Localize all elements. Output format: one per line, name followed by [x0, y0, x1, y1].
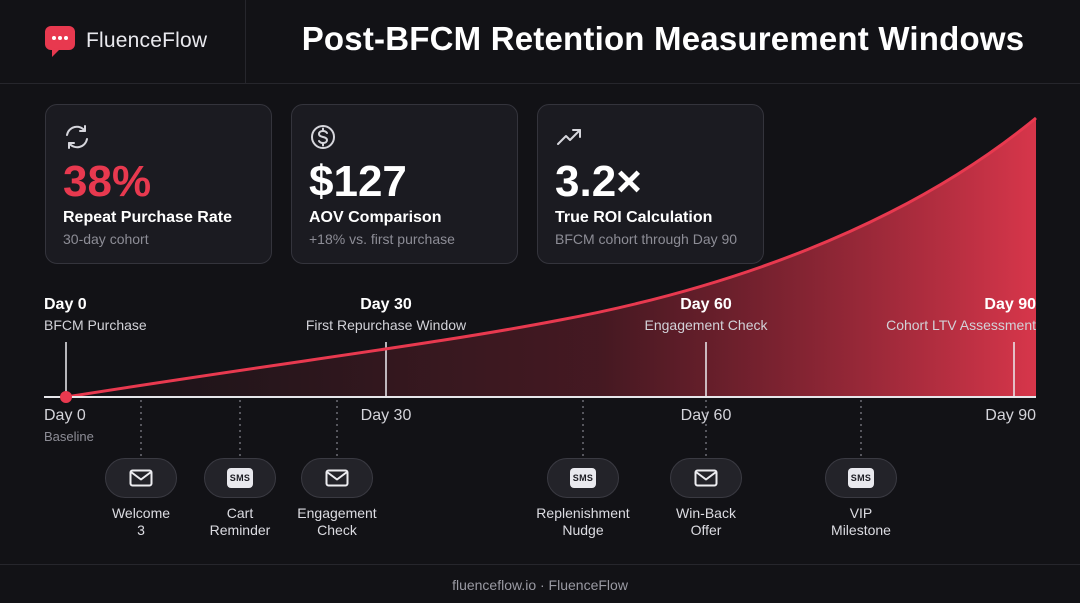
footer-divider — [0, 564, 1080, 565]
brand-name: FluenceFlow — [86, 29, 208, 52]
mail-icon — [129, 469, 153, 487]
touchpoint-label-line: Check — [317, 522, 357, 538]
sms-icon: SMS — [227, 468, 253, 488]
touchpoint-welcome[interactable] — [105, 458, 177, 498]
stat-value: 38% — [63, 157, 152, 206]
header: FluenceFlow Post-BFCM Retention Measurem… — [0, 0, 1080, 84]
stat-label: AOV Comparison — [309, 209, 442, 226]
touchpoint-engagement-check[interactable] — [301, 458, 373, 498]
touchpoint-vip-milestone[interactable]: SMS — [825, 458, 897, 498]
stat-sub: 30-day cohort — [63, 231, 149, 247]
touchpoint-label-line: Cart — [226, 505, 254, 521]
axis-tick-day-0: Day 0 — [44, 407, 86, 424]
touchpoint-win-back-offer[interactable] — [670, 458, 742, 498]
timeline-chart — [44, 116, 1037, 456]
stat-sub: BFCM cohort through Day 90 — [555, 231, 738, 247]
milestone-title-day-60: Day 60 — [680, 296, 732, 313]
touchpoint-replenishment-nudge[interactable]: SMS — [547, 458, 619, 498]
axis-baseline-label: Baseline — [44, 429, 94, 444]
stat-card-aov: $127 AOV Comparison +18% vs. first purch… — [291, 104, 518, 264]
mail-icon — [325, 469, 349, 487]
baseline-dot — [60, 391, 72, 403]
sms-icon: SMS — [848, 468, 874, 488]
touchpoint-label-line: Welcome — [111, 505, 171, 521]
touchpoint-label-replenishment: Replenishment Nudge — [523, 505, 643, 539]
milestone-sub-day-90: Cohort LTV Assessment — [886, 317, 1036, 333]
axis-tick-day-90: Day 90 — [985, 407, 1036, 424]
stat-card-repeat-purchase: 38% Repeat Purchase Rate 30-day cohort — [45, 104, 272, 264]
touchpoint-label-engagement: Engagement Check — [277, 505, 397, 539]
sms-icon: SMS — [570, 468, 596, 488]
refresh-icon — [66, 125, 88, 149]
chat-bubble-icon — [45, 26, 75, 57]
stat-sub: +18% vs. first purchase — [309, 231, 455, 247]
milestone-title-day-30: Day 30 — [360, 296, 412, 313]
touchpoint-label-line: Reminder — [209, 522, 271, 538]
touchpoint-label-winback: Win-Back Offer — [646, 505, 766, 539]
stat-card-roi: 3.2× True ROI Calculation BFCM cohort th… — [537, 104, 764, 264]
touchpoint-label-line: Engagement — [297, 505, 377, 521]
trending-up-icon — [557, 129, 581, 145]
touchpoint-label-vip: VIP Milestone — [801, 505, 921, 539]
touchpoint-label-welcome: Welcome 3 — [81, 505, 201, 539]
milestone-title-day-90: Day 90 — [984, 296, 1036, 313]
growth-area — [66, 118, 1036, 397]
stat-value: 3.2× — [555, 157, 642, 206]
mail-icon — [694, 469, 718, 487]
touchpoint-label-line: Nudge — [562, 522, 604, 538]
touchpoint-label-line: Replenishment — [536, 505, 630, 521]
stat-label: True ROI Calculation — [555, 209, 713, 226]
dollar-circle-icon — [311, 125, 335, 149]
axis-tick-day-30: Day 30 — [360, 407, 412, 424]
touchpoint-label-line: VIP — [849, 505, 873, 521]
milestone-sub-day-0: BFCM Purchase — [44, 317, 147, 333]
touchpoint-label-line: Win-Back — [676, 505, 736, 521]
touchpoint-label-cart: Cart Reminder — [180, 505, 300, 539]
footer-text[interactable]: fluenceflow.io · FluenceFlow — [452, 577, 628, 593]
brand[interactable]: FluenceFlow — [0, 0, 246, 84]
milestone-sub-day-60: Engagement Check — [644, 317, 768, 333]
milestone-title-day-0: Day 0 — [44, 296, 87, 313]
touchpoint-cart-reminder[interactable]: SMS — [204, 458, 276, 498]
growth-curve — [65, 116, 1037, 399]
axis-tick-day-60: Day 60 — [680, 407, 732, 424]
page-title: Post-BFCM Retention Measurement Windows — [301, 20, 1025, 57]
milestone-sub-day-30: First Repurchase Window — [305, 317, 467, 333]
stat-label: Repeat Purchase Rate — [63, 209, 232, 226]
touchpoint-label-line: Offer — [690, 522, 722, 538]
touchpoint-label-line: Milestone — [831, 522, 891, 538]
touchpoint-label-line: 3 — [137, 522, 145, 538]
stat-value: $127 — [309, 157, 407, 206]
